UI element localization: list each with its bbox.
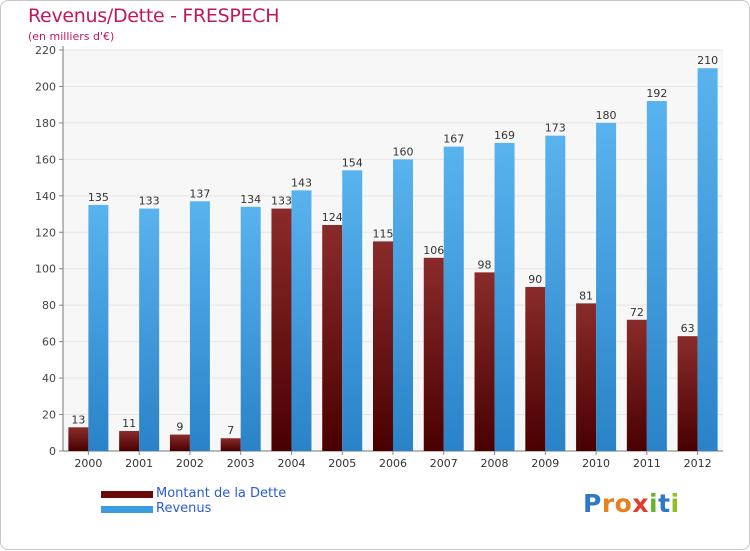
bar-dette xyxy=(576,303,597,451)
bar-dette xyxy=(525,286,546,451)
bar-dette xyxy=(474,272,495,451)
bar-revenus xyxy=(545,135,566,451)
legend-label-revenus: Revenus xyxy=(156,501,212,516)
logo-letter: r xyxy=(601,489,615,518)
data-label: 135 xyxy=(88,191,109,204)
bar-dette xyxy=(677,336,698,451)
bar-dette xyxy=(271,208,292,451)
x-tick-label: 2011 xyxy=(633,457,661,470)
x-tick-label: 2007 xyxy=(430,457,458,470)
y-tick-label: 120 xyxy=(35,226,56,239)
bar-revenus xyxy=(494,142,515,451)
data-label: 143 xyxy=(291,176,312,189)
bar-revenus xyxy=(88,204,109,451)
x-tick-label: 2004 xyxy=(277,457,305,470)
logo-letter: x xyxy=(632,489,649,518)
bar-revenus xyxy=(443,146,464,451)
data-label: 81 xyxy=(579,289,593,302)
data-label: 134 xyxy=(240,193,261,206)
y-tick-label: 100 xyxy=(35,263,56,276)
chart-subtitle: (en milliers d'€) xyxy=(28,30,115,43)
data-label: 169 xyxy=(494,129,515,142)
logo-letter: P xyxy=(583,489,602,518)
data-label: 72 xyxy=(630,306,644,319)
x-tick-label: 2002 xyxy=(176,457,204,470)
data-label: 11 xyxy=(122,417,136,430)
x-tick-label: 2006 xyxy=(379,457,407,470)
data-label: 115 xyxy=(373,227,394,240)
bar-dette xyxy=(169,434,190,451)
data-label: 210 xyxy=(697,54,718,67)
y-tick-label: 80 xyxy=(42,299,56,312)
data-label: 13 xyxy=(71,413,85,426)
logo-letter: i xyxy=(670,489,680,518)
logo-letter: o xyxy=(614,489,633,518)
y-tick-label: 20 xyxy=(42,409,56,422)
proxiti-logo: Proxiti xyxy=(583,489,680,518)
y-tick-label: 40 xyxy=(42,372,56,385)
y-tick-label: 140 xyxy=(35,190,56,203)
data-label: 106 xyxy=(423,244,444,257)
bar-revenus xyxy=(139,208,160,451)
data-label: 137 xyxy=(189,187,210,200)
y-tick-label: 0 xyxy=(49,445,56,458)
data-label: 160 xyxy=(393,145,414,158)
bar-revenus xyxy=(596,122,617,451)
data-label: 192 xyxy=(646,87,667,100)
legend-swatch-dette xyxy=(101,491,153,498)
bar-dette xyxy=(220,438,241,451)
legend-swatch-revenus xyxy=(101,506,153,513)
data-label: 124 xyxy=(322,211,343,224)
bar-dette xyxy=(119,430,140,451)
data-label: 154 xyxy=(342,156,363,169)
x-tick-label: 2003 xyxy=(227,457,255,470)
x-tick-label: 2000 xyxy=(74,457,102,470)
logo-letter: i xyxy=(649,489,659,518)
bar-revenus xyxy=(646,101,667,451)
y-tick-label: 60 xyxy=(42,336,56,349)
bar-revenus xyxy=(393,159,413,451)
bar-revenus xyxy=(240,206,261,451)
legend-label-dette: Montant de la Dette xyxy=(156,486,287,501)
chart-title: Revenus/Dette - FRESPECH xyxy=(28,5,280,27)
bar-dette xyxy=(322,224,343,451)
data-label: 173 xyxy=(545,122,566,135)
data-label: 167 xyxy=(443,133,464,146)
x-tick-label: 2012 xyxy=(684,457,712,470)
data-label: 9 xyxy=(176,421,183,434)
data-label: 133 xyxy=(139,195,160,208)
y-tick-label: 160 xyxy=(35,153,56,166)
x-tick-label: 2005 xyxy=(328,457,356,470)
data-label: 133 xyxy=(271,195,292,208)
x-tick-label: 2008 xyxy=(481,457,509,470)
x-tick-label: 2010 xyxy=(582,457,610,470)
data-label: 180 xyxy=(596,109,617,122)
bar-revenus xyxy=(697,68,718,452)
data-label: 90 xyxy=(528,273,542,286)
bar-revenus xyxy=(291,190,312,451)
logo-letter: t xyxy=(658,489,671,518)
data-label: 7 xyxy=(227,424,234,437)
bar-dette xyxy=(68,427,89,451)
bar-dette xyxy=(373,241,393,451)
y-tick-label: 200 xyxy=(35,80,56,93)
x-tick-label: 2001 xyxy=(125,457,153,470)
bar-revenus xyxy=(189,201,210,451)
x-tick-label: 2009 xyxy=(531,457,559,470)
bar-revenus xyxy=(342,170,363,452)
bar-dette xyxy=(423,257,444,451)
y-tick-label: 220 xyxy=(35,44,56,57)
data-label: 98 xyxy=(478,258,492,271)
bar-dette xyxy=(626,319,647,451)
y-tick-label: 180 xyxy=(35,117,56,130)
data-label: 63 xyxy=(681,322,695,335)
